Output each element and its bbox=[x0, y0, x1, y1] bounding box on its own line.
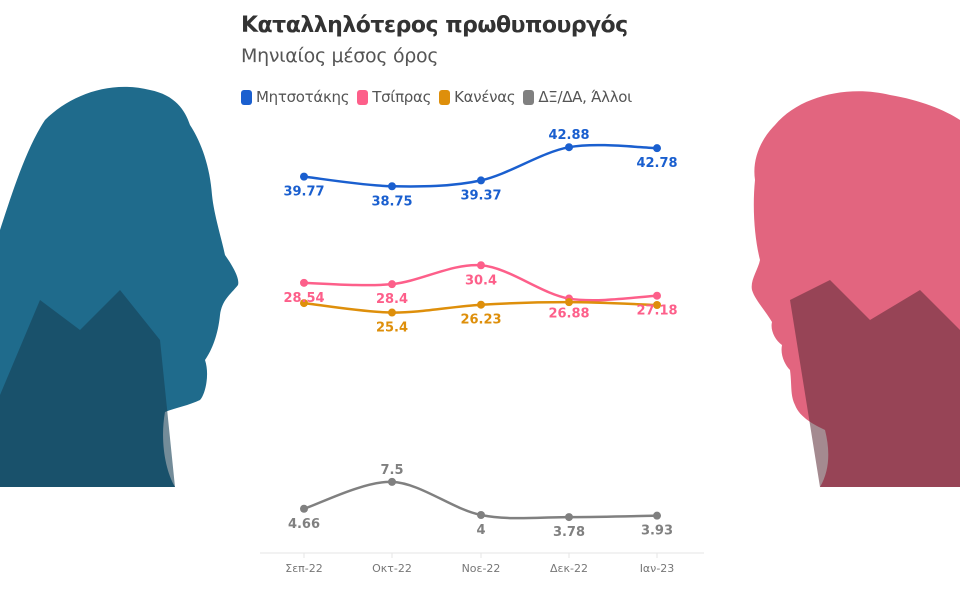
data-label: 28.54 bbox=[283, 291, 324, 306]
legend-swatch bbox=[241, 89, 252, 105]
data-point[interactable] bbox=[477, 176, 485, 185]
x-tick-label: Νοε-22 bbox=[462, 562, 501, 575]
data-point[interactable] bbox=[388, 308, 396, 317]
data-point[interactable] bbox=[653, 300, 661, 309]
legend-swatch bbox=[523, 89, 535, 105]
chart-subtitle: Μηνιαίος μέσος όρος bbox=[241, 45, 439, 67]
data-label: 42.88 bbox=[548, 128, 589, 143]
x-tick-label: Ιαν-23 bbox=[640, 562, 675, 575]
legend-item-mitsotakis[interactable]: Μητσοτάκης bbox=[241, 88, 350, 106]
data-label: 38.75 bbox=[371, 194, 412, 209]
legend-item-kanenas[interactable]: Κανένας bbox=[439, 88, 516, 106]
data-point[interactable] bbox=[388, 477, 396, 486]
data-point[interactable] bbox=[388, 182, 396, 191]
data-label: 42.78 bbox=[636, 156, 677, 171]
data-label: 39.37 bbox=[460, 188, 501, 203]
data-label: 25.4 bbox=[376, 321, 408, 336]
data-label: 26.23 bbox=[460, 313, 501, 328]
data-label: 4.66 bbox=[288, 517, 320, 532]
legend-item-other[interactable]: ΔΞ/ΔΑ, Άλλοι bbox=[523, 88, 632, 106]
legend-label: ΔΞ/ΔΑ, Άλλοι bbox=[538, 88, 632, 106]
data-point[interactable] bbox=[653, 291, 661, 300]
data-point[interactable] bbox=[477, 511, 485, 519]
right-head-shadow bbox=[790, 280, 960, 487]
data-label: 3.93 bbox=[641, 524, 673, 539]
x-tick-label: Οκτ-22 bbox=[372, 562, 412, 575]
x-tick-label: Σεπ-22 bbox=[285, 562, 323, 575]
legend-label: Τσίπρας bbox=[372, 88, 432, 106]
data-point[interactable] bbox=[477, 300, 485, 309]
data-point[interactable] bbox=[653, 511, 661, 520]
left-head-shadow bbox=[0, 290, 175, 487]
data-point[interactable] bbox=[388, 280, 396, 289]
data-label: 26.88 bbox=[548, 307, 589, 322]
data-point[interactable] bbox=[565, 143, 573, 152]
data-label: 27.18 bbox=[636, 304, 677, 319]
data-label: 3.78 bbox=[553, 525, 585, 540]
data-point[interactable] bbox=[300, 172, 308, 181]
data-point[interactable] bbox=[565, 298, 573, 307]
data-point[interactable] bbox=[300, 504, 308, 513]
data-label: 39.77 bbox=[283, 185, 324, 200]
data-point[interactable] bbox=[565, 513, 573, 522]
x-tick-label: Δεκ-22 bbox=[550, 562, 588, 575]
legend-label: Μητσοτάκης bbox=[256, 88, 350, 106]
data-label: 30.4 bbox=[465, 273, 497, 288]
legend-item-tsipras[interactable]: Τσίπρας bbox=[357, 88, 431, 106]
legend: Μητσοτάκης Τσίπρας Κανένας ΔΞ/ΔΑ, Άλλοι bbox=[241, 88, 632, 106]
legend-swatch bbox=[357, 89, 369, 105]
data-label: 7.5 bbox=[380, 463, 403, 478]
legend-label: Κανένας bbox=[454, 88, 516, 106]
data-point[interactable] bbox=[653, 144, 661, 153]
legend-swatch bbox=[439, 89, 451, 105]
chart-title: Καταλληλότερος πρωθυπουργός bbox=[241, 13, 628, 38]
data-label: 4 bbox=[476, 523, 485, 538]
data-point[interactable] bbox=[300, 299, 308, 308]
data-label: 28.4 bbox=[376, 292, 408, 307]
data-point[interactable] bbox=[477, 261, 485, 270]
data-point[interactable] bbox=[300, 278, 308, 287]
